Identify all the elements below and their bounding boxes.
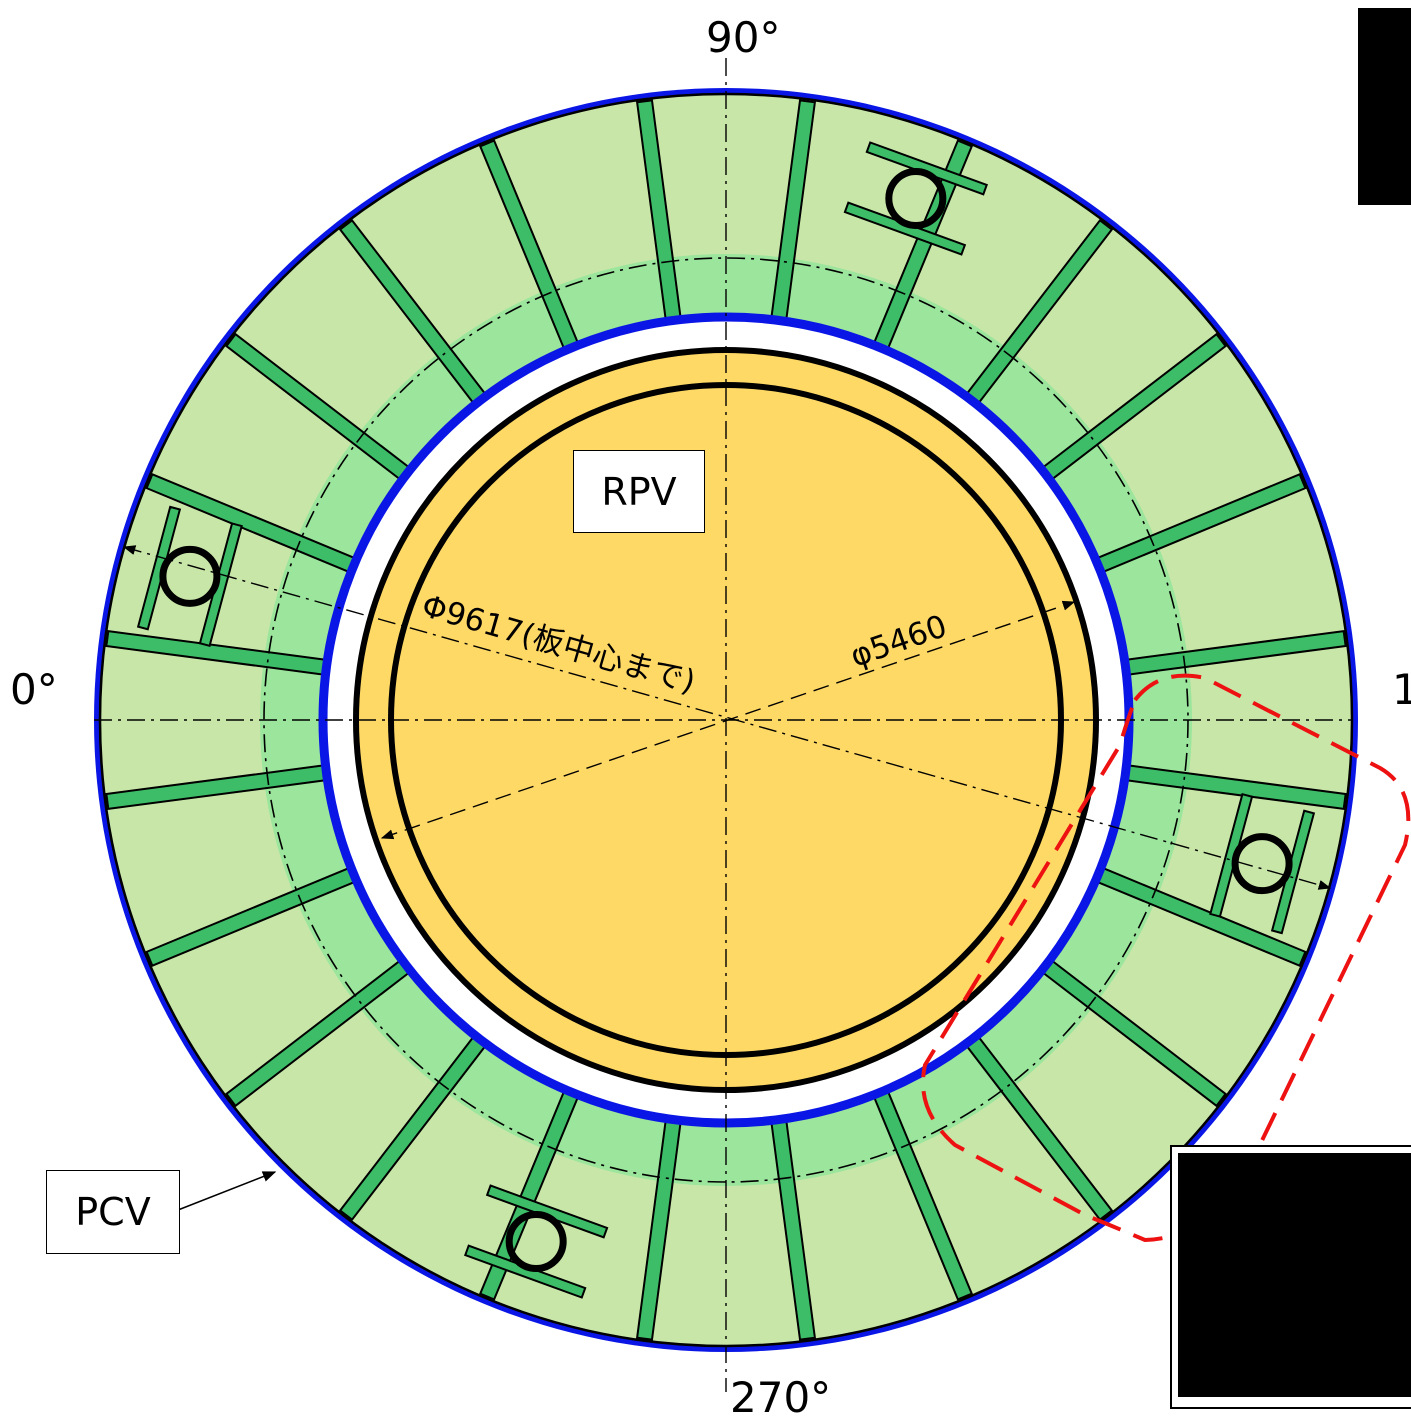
penetration-bracket [865, 141, 989, 196]
angle-label-0: 0° [10, 665, 58, 714]
redacted-block-bottom [1178, 1153, 1411, 1397]
rpv-label: RPV [573, 450, 705, 533]
penetration-bracket [485, 1184, 609, 1239]
dim-line-inner [380, 600, 1076, 840]
penetration-pipe [505, 1211, 567, 1273]
pcv-leader [177, 1171, 277, 1211]
penetration-bracket [463, 1244, 587, 1299]
pcv-label: PCV [46, 1170, 180, 1254]
redacted-block-top [1358, 8, 1411, 205]
highlight-region [921, 673, 1411, 1243]
penetration-bracket [843, 201, 967, 256]
angle-label-180: 1 [1392, 665, 1411, 714]
penetration-1 [843, 141, 989, 256]
rib-group [105, 99, 1347, 1341]
penetration-pipe [885, 167, 947, 229]
angle-label-90: 90° [706, 13, 780, 62]
angle-label-270: 270° [730, 1373, 831, 1417]
dim-line-outer [122, 545, 1332, 890]
penetration-3 [463, 1184, 609, 1299]
